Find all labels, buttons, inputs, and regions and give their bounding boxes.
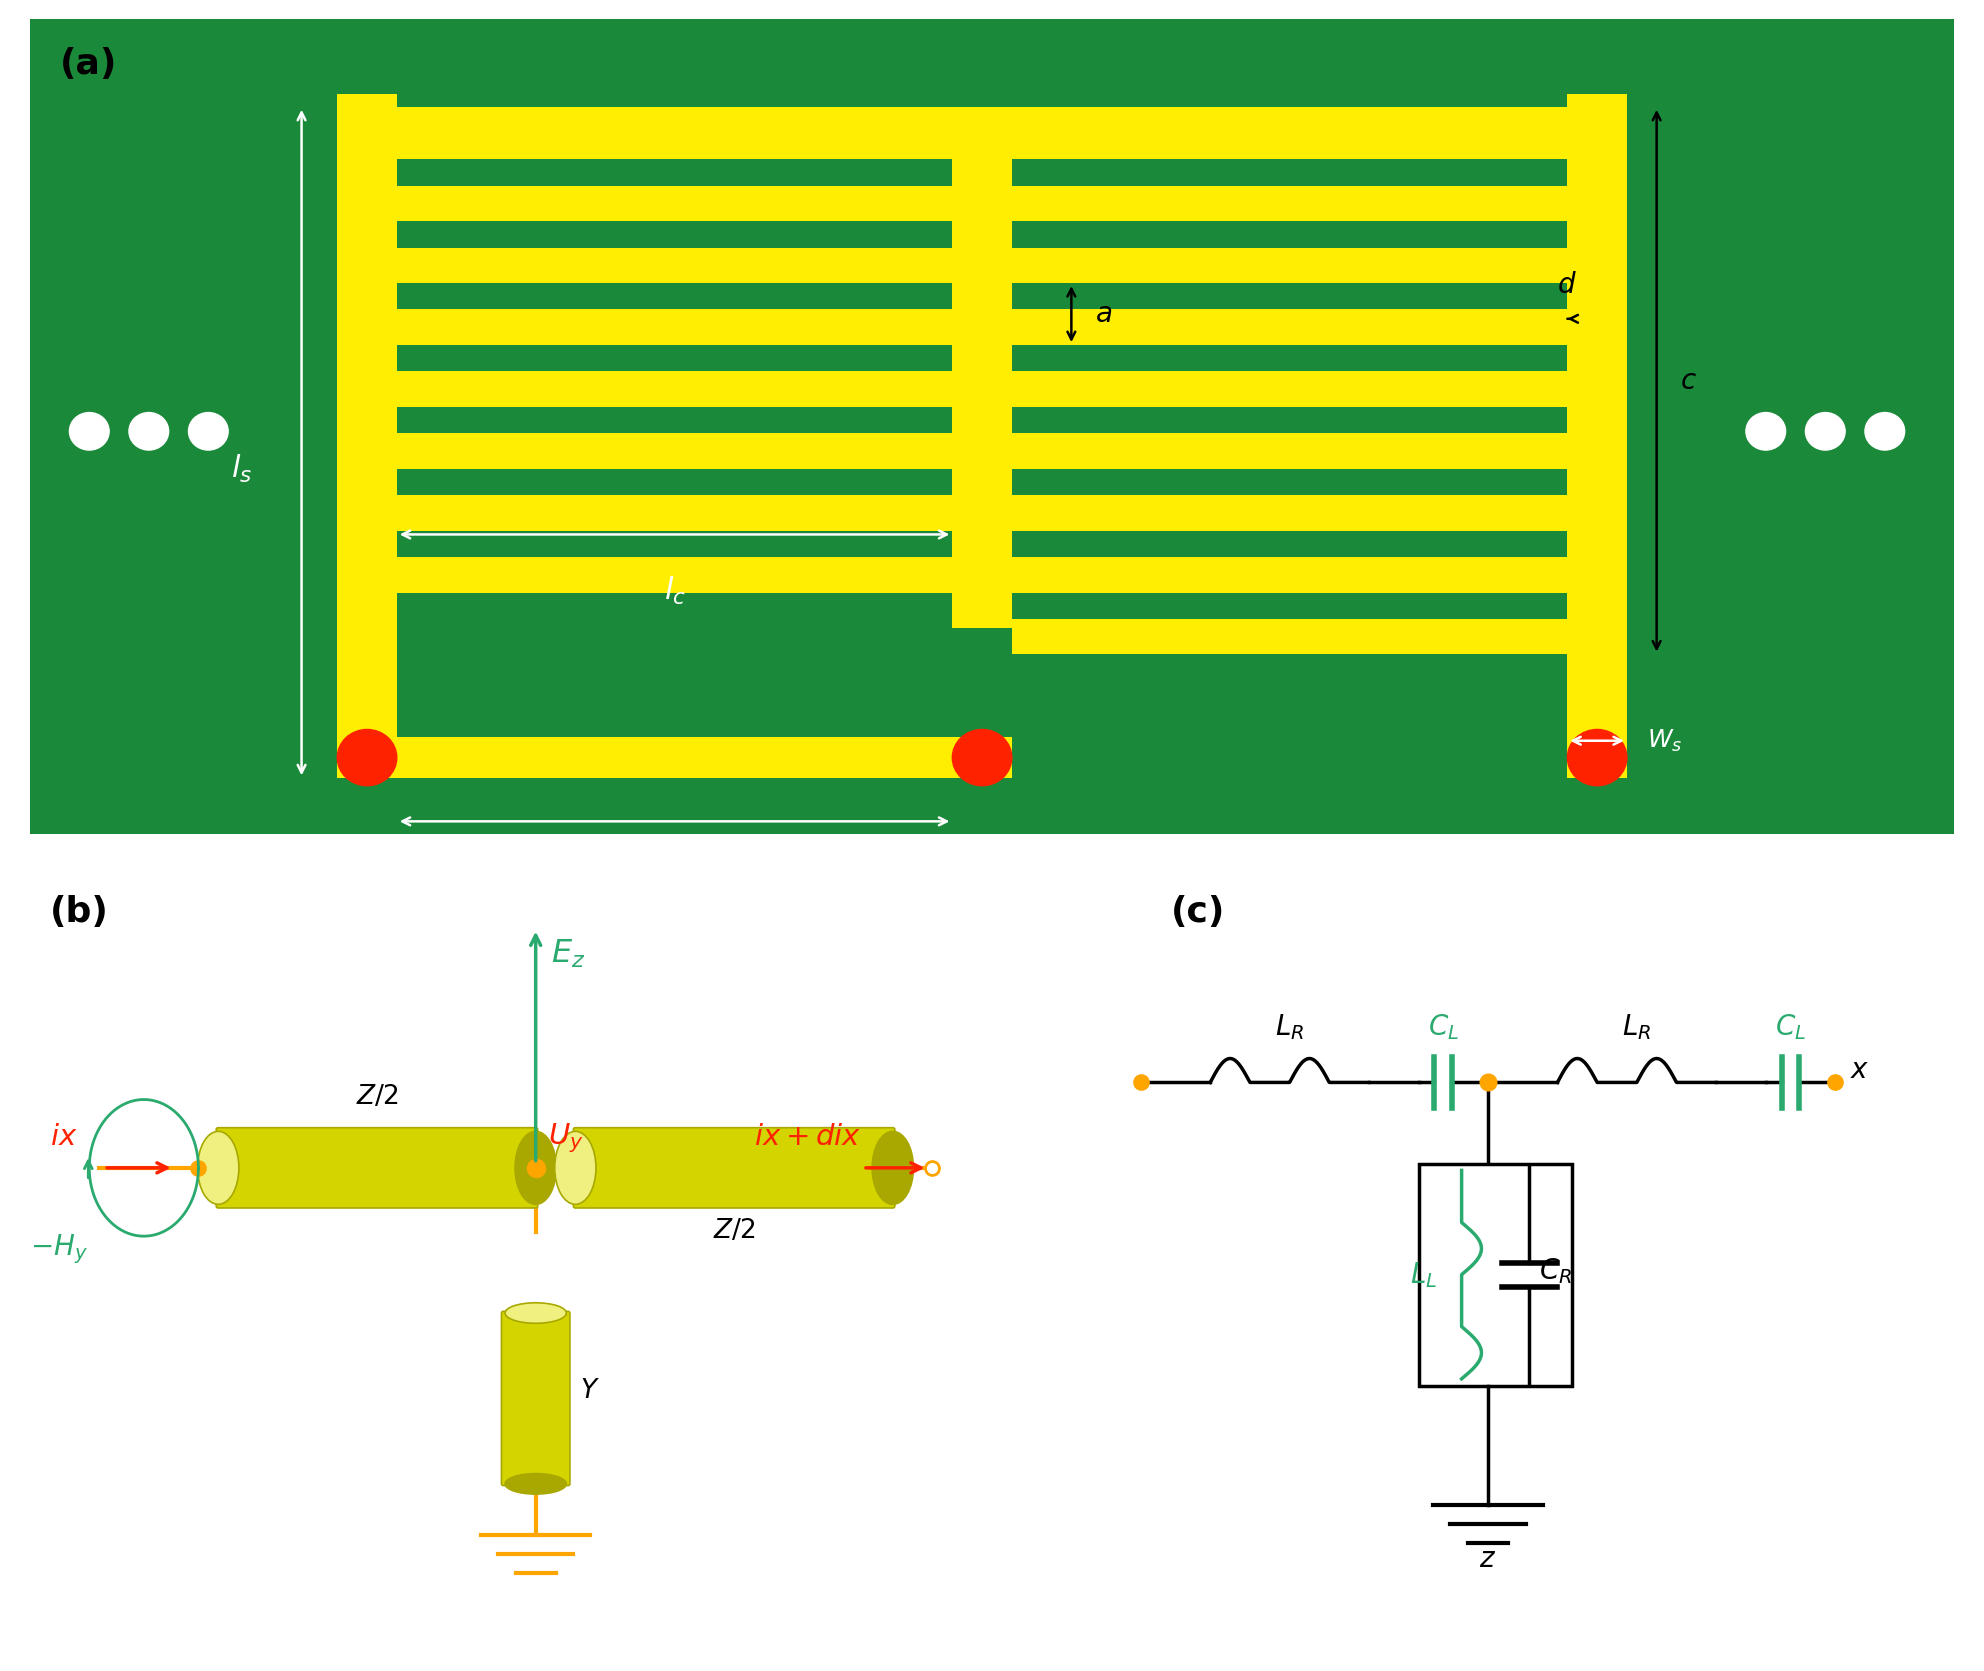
Text: $L_R$: $L_R$ xyxy=(1276,1013,1303,1043)
Text: $z$: $z$ xyxy=(1480,1544,1496,1572)
Bar xyxy=(397,309,952,344)
Circle shape xyxy=(188,413,228,449)
Text: $L_R$: $L_R$ xyxy=(1623,1013,1651,1043)
Text: $d$: $d$ xyxy=(1557,271,1577,299)
Bar xyxy=(337,94,397,779)
Bar xyxy=(337,737,1012,779)
Bar xyxy=(1012,433,1567,470)
Circle shape xyxy=(1805,413,1845,449)
Bar xyxy=(1012,618,1567,655)
Text: $Z/2$: $Z/2$ xyxy=(355,1084,399,1110)
Text: (a): (a) xyxy=(60,47,117,80)
Bar xyxy=(1012,371,1567,408)
Text: (b): (b) xyxy=(50,894,109,929)
Text: $ix$: $ix$ xyxy=(50,1123,77,1151)
Text: $Y$: $Y$ xyxy=(581,1379,599,1404)
Text: $l_c$: $l_c$ xyxy=(663,575,686,607)
FancyBboxPatch shape xyxy=(573,1128,895,1208)
Text: $l_s$: $l_s$ xyxy=(232,453,252,485)
Bar xyxy=(1012,495,1567,531)
Circle shape xyxy=(1865,413,1905,449)
Bar xyxy=(1012,556,1567,593)
Circle shape xyxy=(1746,413,1786,449)
Bar xyxy=(1012,185,1567,221)
Ellipse shape xyxy=(873,1131,913,1205)
Ellipse shape xyxy=(516,1131,556,1205)
Bar xyxy=(1012,309,1567,344)
Bar xyxy=(1419,1163,1571,1385)
Bar xyxy=(397,433,952,470)
Ellipse shape xyxy=(198,1131,238,1205)
Bar xyxy=(397,495,952,531)
Circle shape xyxy=(1567,730,1627,785)
Text: $C_L$: $C_L$ xyxy=(1428,1013,1458,1043)
Text: $c$: $c$ xyxy=(1680,366,1698,394)
FancyBboxPatch shape xyxy=(502,1312,569,1486)
Bar xyxy=(397,247,952,282)
Bar xyxy=(397,371,952,408)
Text: (c): (c) xyxy=(1171,894,1224,929)
Text: $E_z$: $E_z$ xyxy=(552,937,585,969)
Bar xyxy=(397,185,952,221)
Text: $-H_y$: $-H_y$ xyxy=(30,1232,87,1265)
Bar xyxy=(1567,94,1627,779)
Circle shape xyxy=(69,413,109,449)
Bar xyxy=(952,159,1012,628)
Ellipse shape xyxy=(506,1474,565,1494)
Bar xyxy=(1012,247,1567,282)
Circle shape xyxy=(337,730,397,785)
Text: $L_L$: $L_L$ xyxy=(1411,1260,1436,1290)
Text: $C_L$: $C_L$ xyxy=(1776,1013,1805,1043)
Bar xyxy=(397,556,952,593)
Ellipse shape xyxy=(506,1303,565,1323)
FancyBboxPatch shape xyxy=(216,1128,538,1208)
Text: $U_y$: $U_y$ xyxy=(548,1121,583,1155)
Text: $ix+dix$: $ix+dix$ xyxy=(754,1123,861,1151)
Ellipse shape xyxy=(556,1131,595,1205)
Bar xyxy=(337,107,1627,159)
Text: $C_R$: $C_R$ xyxy=(1540,1257,1571,1285)
Circle shape xyxy=(952,730,1012,785)
Text: $x$: $x$ xyxy=(1849,1056,1869,1084)
Circle shape xyxy=(129,413,169,449)
Text: $a$: $a$ xyxy=(1095,301,1113,328)
Text: $Z/2$: $Z/2$ xyxy=(712,1218,756,1243)
Text: $p$: $p$ xyxy=(665,854,684,882)
Text: $W_s$: $W_s$ xyxy=(1647,727,1682,754)
